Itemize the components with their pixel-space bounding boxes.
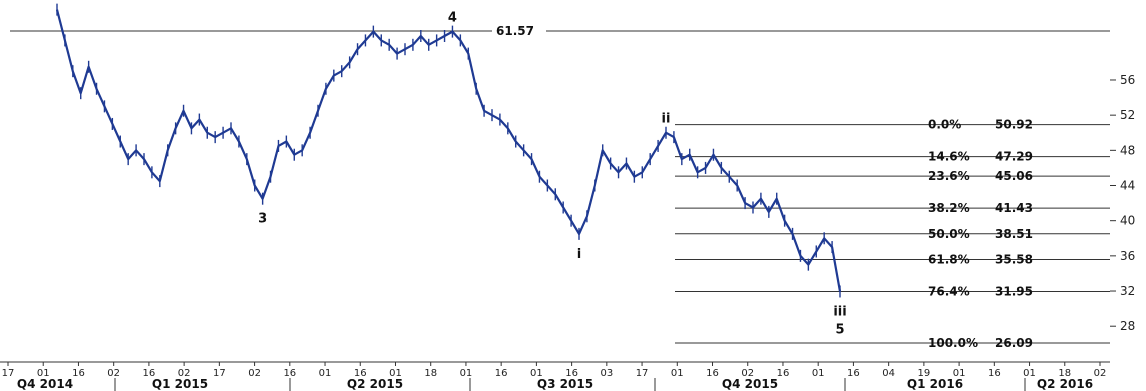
fib-pct-label: 50.0% <box>928 227 970 241</box>
y-tick-label: 36 <box>1120 249 1135 263</box>
x-tick-label: 17 <box>213 368 226 379</box>
fib-value-label: 38.51 <box>995 227 1033 241</box>
quarter-label: Q2 2015 <box>347 377 403 391</box>
wave-label: 5 <box>835 322 844 337</box>
x-tick-label: 02 <box>248 368 261 379</box>
x-tick-label: 16 <box>706 368 719 379</box>
x-tick-label: 04 <box>882 368 895 379</box>
quarter-label: Q1 2016 <box>907 377 963 391</box>
x-tick-label: 16 <box>988 368 1001 379</box>
fib-value-label: 47.29 <box>995 150 1033 164</box>
y-tick-label: 28 <box>1120 319 1135 333</box>
x-tick-label: 16 <box>565 368 578 379</box>
x-tick-label: 02 <box>107 368 120 379</box>
series-layer <box>55 3 842 298</box>
y-tick-label: 44 <box>1120 179 1135 193</box>
wave-label: 3 <box>258 212 267 227</box>
x-tick-label: 01 <box>671 368 684 379</box>
wave-label: iii <box>833 304 846 319</box>
x-tick-label: 01 <box>953 368 966 379</box>
fib-pct-label: 23.6% <box>928 169 970 183</box>
axis-layer: 28 32 36 40 44 48 52 56 17 01 16 02 16 02 17 02 16 01 16 01… <box>0 73 1135 391</box>
x-tick-label: 19 <box>918 368 931 379</box>
quarter-label: Q4 2014 <box>17 377 73 391</box>
fib-pct-label: 38.2% <box>928 201 970 215</box>
x-tick-label: 01 <box>1023 368 1036 379</box>
y-tick-label: 56 <box>1120 73 1135 87</box>
x-tick-label: 16 <box>283 368 296 379</box>
wave-label: 4 <box>448 11 457 26</box>
x-tick-label: 16 <box>847 368 860 379</box>
x-tick-label: 16 <box>354 368 367 379</box>
x-tick-label: 01 <box>389 368 402 379</box>
top-level-label: 61.57 <box>496 24 534 38</box>
x-tick-label: 16 <box>143 368 156 379</box>
x-tick-label: 01 <box>460 368 473 379</box>
grid-layer: 61.57 0.0% 50.92 14.6% 47.29 23.6% 45.06 38.2% 4… <box>10 23 1110 350</box>
quarter-label: Q4 2015 <box>722 377 778 391</box>
x-tick-label: 02 <box>741 368 754 379</box>
fib-pct-label: 76.4% <box>928 284 970 298</box>
y-tick-label: 40 <box>1120 214 1135 228</box>
x-tick-label: 01 <box>812 368 825 379</box>
fib-value-label: 31.95 <box>995 284 1033 298</box>
x-tick-label: 02 <box>178 368 191 379</box>
fib-value-label: 50.92 <box>995 118 1033 132</box>
quarter-label: Q1 2015 <box>152 377 208 391</box>
x-tick-label: 01 <box>37 368 50 379</box>
x-tick-label: 17 <box>636 368 649 379</box>
fib-value-label: 45.06 <box>995 169 1033 183</box>
wave-label: ii <box>662 112 671 127</box>
quarter-label: Q3 2015 <box>537 377 593 391</box>
fib-pct-label: 14.6% <box>928 150 970 164</box>
x-tick-label: 16 <box>72 368 85 379</box>
price-series-line <box>55 9 842 292</box>
x-tick-label: 02 <box>1094 368 1107 379</box>
y-tick-label: 48 <box>1120 143 1135 157</box>
x-tick-label: 18 <box>424 368 437 379</box>
fib-pct-label: 100.0% <box>928 336 978 350</box>
fib-value-label: 41.43 <box>995 201 1033 215</box>
fib-pct-label: 0.0% <box>928 118 961 132</box>
fib-value-label: 35.58 <box>995 253 1033 267</box>
wave-label: i <box>577 247 581 262</box>
x-tick-label: 16 <box>777 368 790 379</box>
quarter-label: Q2 2016 <box>1037 377 1093 391</box>
x-tick-label: 01 <box>530 368 543 379</box>
fib-pct-label: 61.8% <box>928 253 970 267</box>
x-tick-label: 17 <box>2 368 15 379</box>
y-tick-label: 32 <box>1120 284 1135 298</box>
fib-value-label: 26.09 <box>995 336 1033 350</box>
x-tick-label: 18 <box>1058 368 1071 379</box>
x-tick-label: 16 <box>495 368 508 379</box>
top-level-label-bg <box>492 23 546 39</box>
y-tick-label: 52 <box>1120 108 1135 122</box>
x-tick-label: 01 <box>319 368 332 379</box>
x-tick-label: 03 <box>600 368 613 379</box>
